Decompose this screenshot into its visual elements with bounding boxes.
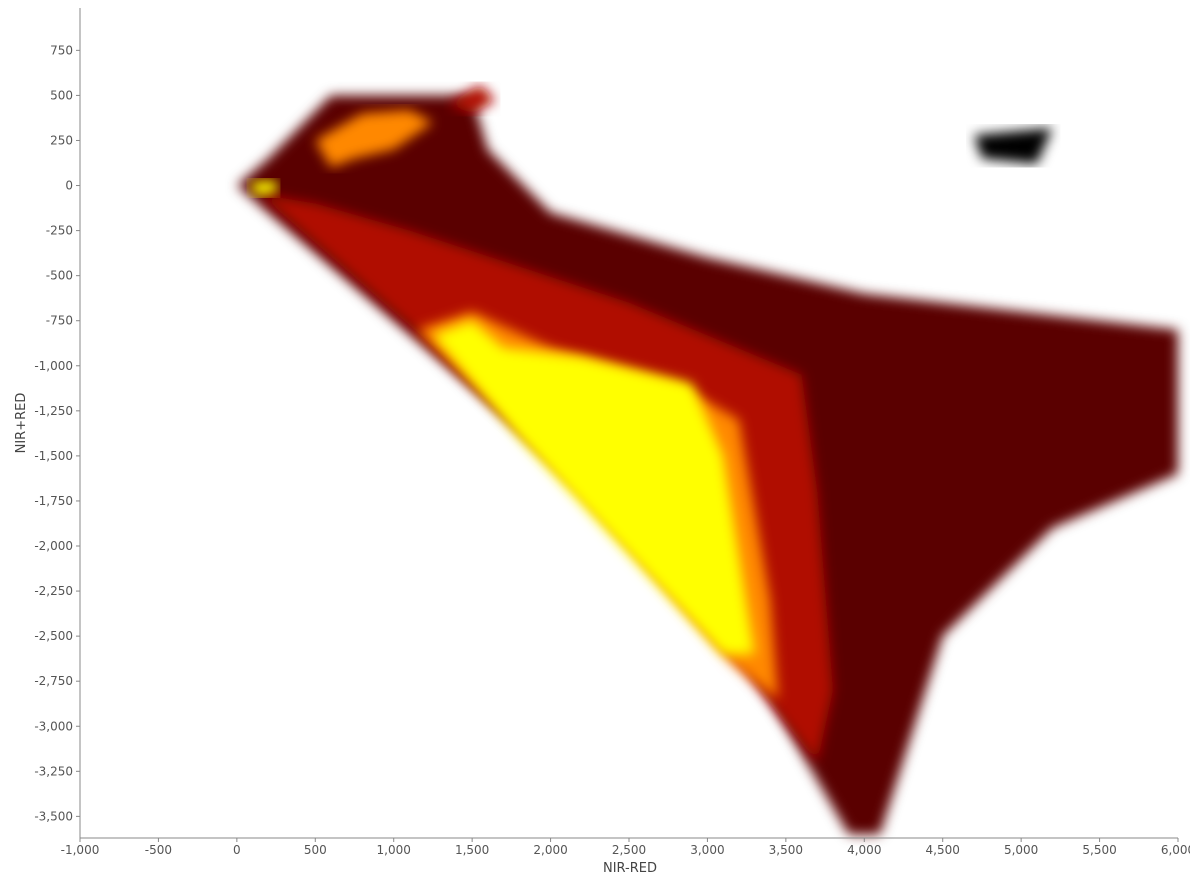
y-tick-label: -2,500 xyxy=(34,629,73,643)
density-region-6 xyxy=(448,84,496,114)
y-tick-label: -1,750 xyxy=(34,494,73,508)
x-tick-label: 500 xyxy=(304,843,327,857)
y-tick-label: -1,250 xyxy=(34,404,73,418)
y-tick-label: 750 xyxy=(50,43,73,57)
y-tick-label: 250 xyxy=(50,133,73,147)
x-tick-label: 1,000 xyxy=(377,843,411,857)
x-tick-label: 3,500 xyxy=(769,843,803,857)
x-axis-title: NIR-RED xyxy=(603,861,657,876)
y-tick-label: -2,000 xyxy=(34,539,73,553)
density-region-7 xyxy=(974,127,1053,164)
x-tick-label: 1,500 xyxy=(455,843,489,857)
x-tick-label: 5,000 xyxy=(1004,843,1038,857)
y-tick-label: -250 xyxy=(46,224,73,238)
density-region-1 xyxy=(260,194,833,763)
x-tick-label: 3,000 xyxy=(690,843,724,857)
y-tick-label: -3,000 xyxy=(34,719,73,733)
y-tick-label: -1,000 xyxy=(34,359,73,373)
y-tick-label: -750 xyxy=(46,314,73,328)
x-tick-label: -500 xyxy=(145,843,172,857)
x-tick-label: 5,500 xyxy=(1082,843,1116,857)
y-tick-label: 0 xyxy=(65,179,73,193)
y-tick-label: -3,250 xyxy=(34,764,73,778)
x-tick-label: -1,000 xyxy=(61,843,100,857)
y-tick-label: -2,750 xyxy=(34,674,73,688)
y-axis-title: NIR+RED xyxy=(14,393,29,454)
y-axis-ticks: 750 500 250 0 -250 -500 -750 -1,000 -1,250 -1,500… xyxy=(34,43,80,823)
density-region-3 xyxy=(432,320,755,655)
y-tick-label: -500 xyxy=(46,269,73,283)
x-tick-label: 6,000 xyxy=(1161,843,1190,857)
density-region-4 xyxy=(315,109,433,168)
y-tick-label: -2,250 xyxy=(34,584,73,598)
x-tick-label: 2,500 xyxy=(612,843,646,857)
y-tick-label: -1,500 xyxy=(34,449,73,463)
x-tick-label: 4,500 xyxy=(926,843,960,857)
y-tick-label: -3,500 xyxy=(34,809,73,823)
x-tick-label: 0 xyxy=(233,843,241,857)
x-tick-label: 2,000 xyxy=(533,843,567,857)
y-tick-label: 500 xyxy=(50,88,73,102)
x-axis-ticks: -1,000 -500 0 500 1,000 1,500 2,000 2,500 3,000 3… xyxy=(61,838,1190,857)
heatmap-density-layer xyxy=(236,84,1178,835)
x-tick-label: 4,000 xyxy=(847,843,881,857)
density-region-5 xyxy=(249,180,278,197)
